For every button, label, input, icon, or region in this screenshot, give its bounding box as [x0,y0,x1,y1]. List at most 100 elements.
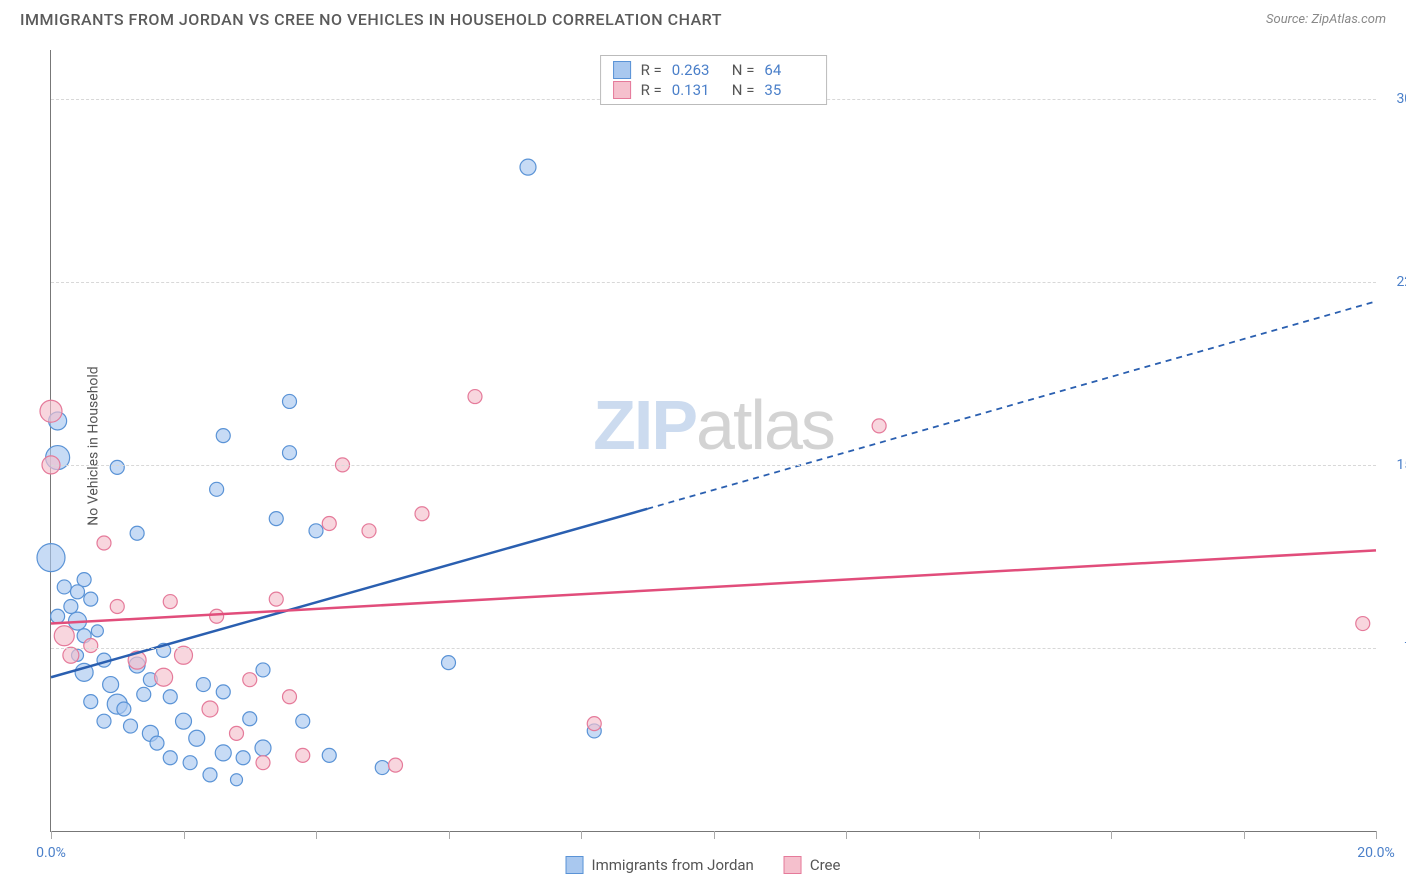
data-point [97,714,111,728]
y-tick-label: 22.5% [1396,274,1406,290]
data-point [322,516,336,530]
legend-stat-row: R =0.131N =35 [613,80,815,100]
data-point [84,639,98,653]
data-point [91,625,103,637]
data-point [163,595,177,609]
data-point [64,599,78,613]
data-point [163,690,177,704]
x-tick [184,831,185,839]
legend-item: Cree [784,856,841,874]
data-point [375,761,389,775]
gridline [51,648,1376,649]
x-tick [581,831,582,839]
data-point [163,751,177,765]
trend-line-extrapolated [647,301,1376,508]
legend-item: Immigrants from Jordan [566,856,754,874]
n-value: 35 [764,81,814,99]
data-point [150,736,164,750]
data-point [215,745,231,761]
data-point [57,580,71,594]
data-point [442,656,456,670]
x-tick [51,831,52,839]
data-point [322,748,336,762]
legend-series: Immigrants from Jordan Cree [566,856,841,874]
data-point [97,536,111,550]
x-tick [1244,831,1245,839]
data-point [216,429,230,443]
data-point [51,609,65,623]
data-point [283,690,297,704]
data-point [203,768,217,782]
data-point [202,701,218,717]
r-value: 0.131 [672,81,722,99]
data-point [189,730,205,746]
data-point [103,677,119,693]
data-point [520,159,536,175]
data-point [130,526,144,540]
data-point [243,712,257,726]
data-point [137,687,151,701]
data-point [389,758,403,772]
data-point [587,717,601,731]
x-tick [1376,831,1377,839]
data-point [243,673,257,687]
data-point [110,599,124,613]
legend-swatch [613,81,631,99]
x-tick [979,831,980,839]
data-point [309,524,323,538]
x-tick-label: 20.0% [1357,845,1395,861]
data-point [468,390,482,404]
legend-swatch [613,61,631,79]
data-point [63,647,79,663]
data-point [255,740,271,756]
data-point [415,507,429,521]
data-point [84,592,98,606]
x-tick [846,831,847,839]
data-point [210,482,224,496]
data-point [362,524,376,538]
data-point [210,609,224,623]
data-point [110,460,124,474]
data-point [37,544,65,572]
x-tick [1111,831,1112,839]
gridline [51,282,1376,283]
r-value: 0.263 [672,61,722,79]
n-value: 64 [764,61,814,79]
legend-stat-row: R =0.263N =64 [613,60,815,80]
legend-swatch [784,856,802,874]
chart-title: IMMIGRANTS FROM JORDAN VS CREE NO VEHICL… [20,10,722,29]
data-point [71,585,85,599]
chart-header: IMMIGRANTS FROM JORDAN VS CREE NO VEHICL… [0,0,1406,29]
legend-label: Cree [810,856,841,874]
y-tick-label: 15.0% [1396,457,1406,473]
legend-label: Immigrants from Jordan [592,856,754,874]
data-point [54,626,74,646]
data-point [296,714,310,728]
data-point [283,446,297,460]
data-point [216,685,230,699]
data-point [175,646,193,664]
data-point [117,702,131,716]
legend-swatch [566,856,584,874]
data-point [183,756,197,770]
source-attribution: Source: ZipAtlas.com [1266,12,1386,27]
data-point [283,394,297,408]
legend-stats: R =0.263N =64R =0.131N =35 [600,55,828,105]
data-point [269,512,283,526]
x-tick-label: 0.0% [36,845,66,861]
x-tick [714,831,715,839]
data-point [269,592,283,606]
y-tick-label: 30.0% [1396,91,1406,107]
data-point [176,713,192,729]
scatter-svg [51,50,1376,831]
data-point [40,400,62,422]
data-point [196,678,210,692]
x-tick [449,831,450,839]
data-point [1356,617,1370,631]
data-point [124,719,138,733]
data-point [256,756,270,770]
data-point [236,751,250,765]
gridline [51,465,1376,466]
data-point [155,668,173,686]
data-point [296,748,310,762]
